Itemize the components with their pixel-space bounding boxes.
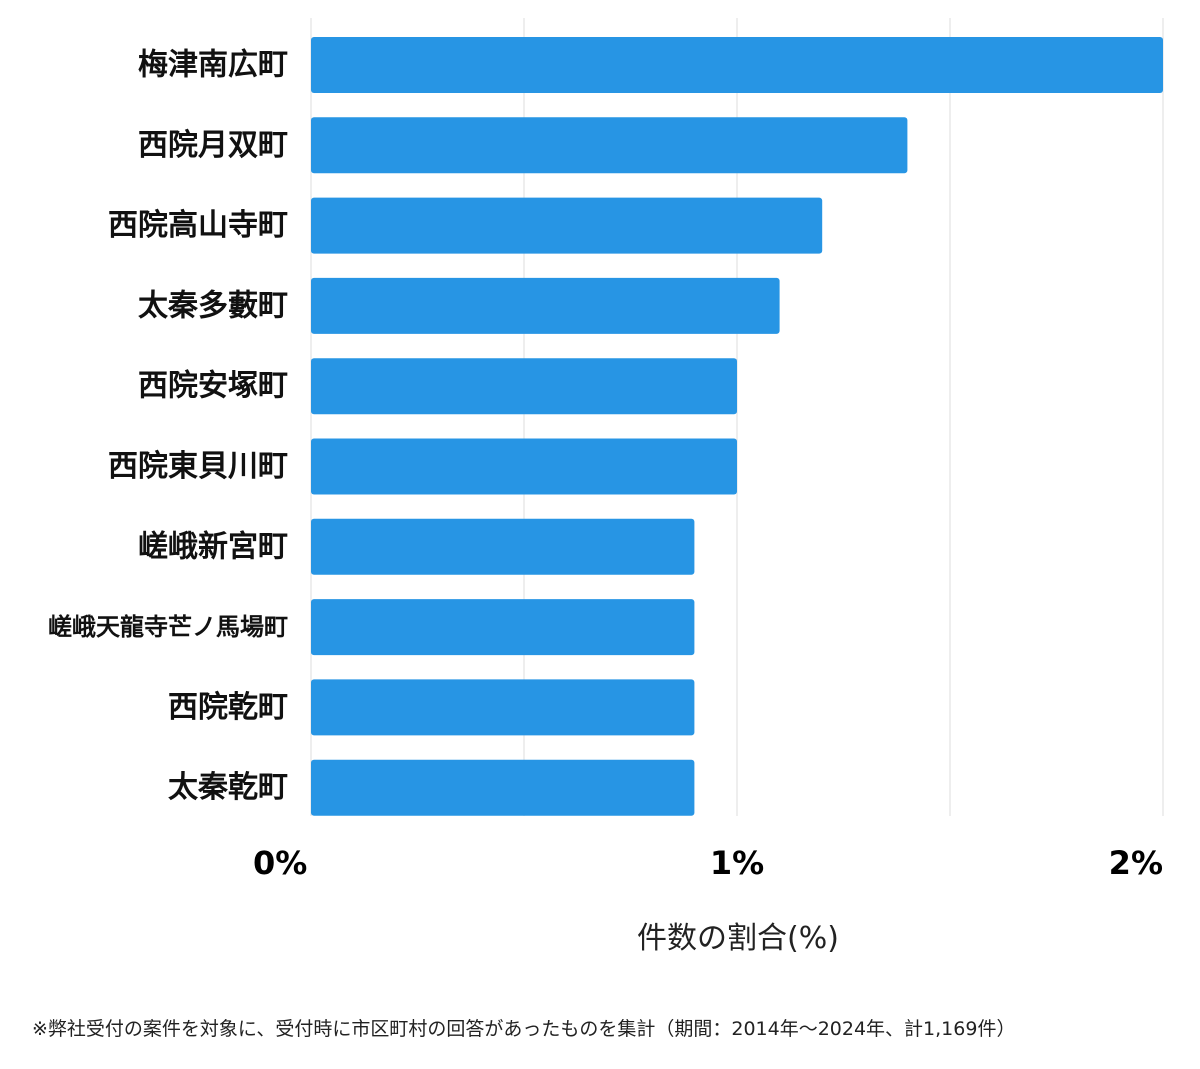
bar: [311, 438, 737, 495]
category-label: 西院東貝川町: [108, 449, 288, 484]
bar: [311, 679, 695, 736]
bar-chart: 梅津南広町西院月双町西院高山寺町太秦多藪町西院安塚町西院東貝川町嵯峨新宮町嵯峨天…: [48, 18, 1164, 956]
category-label: 太秦乾町: [168, 770, 288, 805]
bar: [311, 358, 737, 415]
category-label: 嵯峨新宮町: [138, 529, 288, 564]
category-labels: 梅津南広町西院月双町西院高山寺町太秦多藪町西院安塚町西院東貝川町嵯峨新宮町嵯峨天…: [48, 48, 288, 806]
bars: [311, 37, 1163, 816]
x-axis-title: 件数の割合(%): [637, 921, 839, 956]
x-tick-label: 2%: [1109, 844, 1163, 882]
bar: [311, 599, 695, 656]
category-label: 西院乾町: [168, 690, 288, 725]
category-label: 梅津南広町: [138, 48, 288, 83]
bar: [311, 197, 823, 254]
x-tick-label: 0%: [253, 844, 307, 882]
bar: [311, 117, 908, 174]
bar: [311, 37, 1163, 93]
x-tick-label: 1%: [710, 844, 764, 882]
bar: [311, 277, 780, 334]
bar: [311, 759, 695, 816]
category-label: 西院高山寺町: [108, 208, 288, 243]
x-tick-labels: 0% 1% 2%: [253, 844, 1163, 882]
category-label: 西院月双町: [138, 128, 288, 163]
category-label: 西院安塚町: [138, 369, 288, 404]
footnote: ※弊社受付の案件を対象に、受付時に市区町村の回答があったものを集計（期間：201…: [32, 1018, 1016, 1040]
bar: [311, 518, 695, 575]
category-label: 太秦多藪町: [138, 288, 288, 323]
category-label: 嵯峨天龍寺芒ノ馬場町: [48, 613, 288, 641]
